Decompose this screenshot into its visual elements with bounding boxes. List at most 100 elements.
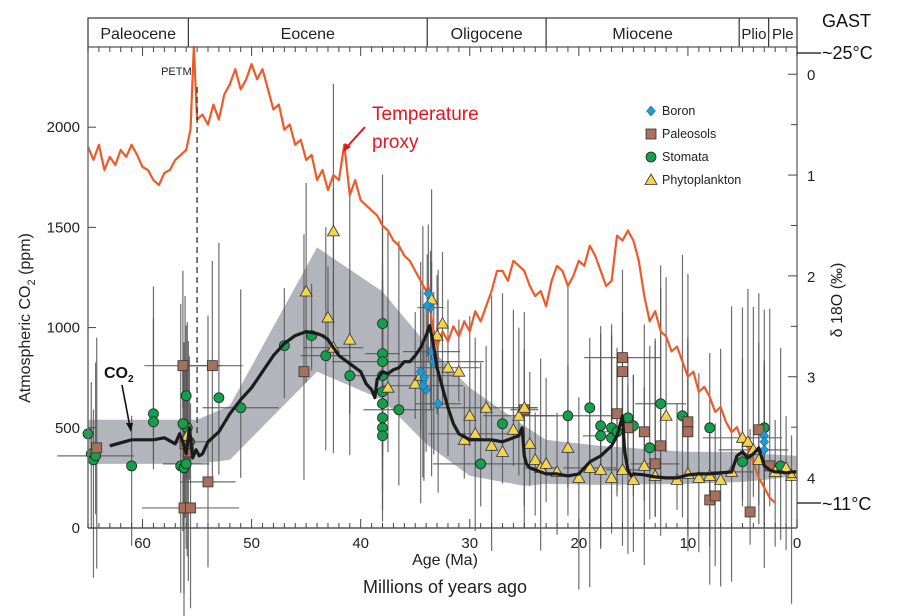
point-phytoplankton — [659, 408, 673, 421]
y-right-tick-label: 4 — [807, 471, 815, 488]
gast-title: GAST — [822, 11, 871, 31]
point-phytoplankton — [506, 422, 521, 435]
point-stomata — [344, 370, 356, 382]
legend: Boron Paleosols Stomata Phytoplankton — [644, 104, 741, 187]
point-paleosols — [91, 442, 103, 454]
temperature-proxy-annotation-line2: proxy — [372, 132, 419, 153]
co2-smoothed-line — [109, 324, 797, 480]
point-paleosols — [298, 366, 310, 378]
x-tick-label: 30 — [461, 535, 478, 552]
epoch-label-miocene: Miocene — [612, 26, 673, 43]
legend-label-stomata: Stomata — [662, 150, 709, 164]
epoch-label-oligocene: Oligocene — [451, 26, 523, 43]
point-phytoplankton — [435, 316, 450, 329]
y-axis-title-text: Atmospheric CO — [17, 285, 34, 402]
point-phytoplankton — [299, 284, 313, 297]
point-stomata — [320, 350, 332, 362]
point-phytoplankton — [561, 441, 575, 453]
temperature-proxy-arrowhead — [343, 143, 351, 152]
point-phytoplankton — [381, 380, 395, 393]
legend-marker-boron — [646, 105, 656, 117]
point-phytoplankton — [528, 453, 542, 465]
point-phytoplankton — [430, 328, 444, 341]
point-stomata — [497, 418, 508, 430]
point-phytoplankton — [615, 463, 630, 475]
point-stomata — [595, 420, 607, 432]
point-boron — [433, 398, 443, 410]
point-boron — [418, 380, 428, 392]
petm-label: PETM — [161, 66, 192, 78]
point-phytoplankton — [604, 471, 619, 483]
point-phytoplankton — [626, 473, 641, 485]
legend-label-boron: Boron — [662, 104, 695, 118]
y-tick-label: 0 — [72, 520, 80, 537]
x-axis-title: Age (Ma) — [412, 552, 478, 569]
point-stomata — [475, 458, 487, 470]
point-phytoplankton — [637, 459, 651, 471]
point-stomata — [393, 404, 405, 416]
x-axis-subtitle: Millions of years ago — [363, 577, 527, 597]
y-tick-label: 2000 — [47, 119, 80, 136]
point-phytoplankton — [343, 332, 357, 345]
point-phytoplankton — [741, 435, 755, 447]
point-stomata — [126, 460, 138, 472]
point-stomata — [177, 418, 189, 430]
gast-low-label: ~11°C — [822, 494, 871, 514]
point-boron — [423, 288, 434, 299]
point-paleosols — [617, 366, 628, 378]
point-phytoplankton — [539, 457, 553, 469]
point-boron — [422, 300, 433, 311]
x-tick-label: 50 — [243, 535, 260, 552]
point-stomata — [377, 412, 388, 424]
point-phytoplankton — [321, 310, 335, 323]
legend-label-phytoplankton: Phytoplankton — [662, 173, 741, 187]
point-phytoplankton — [692, 471, 706, 483]
point-phytoplankton — [495, 445, 510, 457]
point-stomata — [655, 398, 667, 410]
y-axis-title-unit: (ppm) — [17, 233, 34, 279]
point-paleosols — [202, 476, 214, 488]
y-right-tick-label: 1 — [807, 168, 815, 185]
point-stomata — [377, 398, 388, 410]
point-phytoplankton — [593, 463, 608, 475]
point-phytoplankton — [484, 439, 499, 451]
axes — [87, 46, 798, 529]
legend-label-paleosols: Paleosols — [662, 127, 716, 141]
point-stomata — [180, 390, 192, 402]
y-tick-label: 1500 — [47, 219, 80, 236]
point-stomata — [737, 456, 748, 468]
x-tick-label: 10 — [680, 535, 697, 552]
y-right-tick-label: 2 — [807, 269, 815, 286]
temperature-proxy-annotation-line1: Temperature — [372, 104, 479, 125]
y-tick-label: 1000 — [47, 320, 80, 337]
x-tick-label: 20 — [571, 535, 588, 552]
point-stomata — [562, 410, 574, 422]
epoch-label-eocene: Eocene — [281, 26, 335, 43]
epoch-label-ple: Ple — [772, 26, 794, 43]
point-phytoplankton — [523, 437, 537, 449]
co2-arrow — [121, 384, 131, 428]
annotations: Temperature proxy CO2 GAST ~25°C ~11°C — [104, 11, 873, 514]
x-tick-label: 60 — [134, 535, 151, 552]
epoch-bar: Paleocene Eocene Oligocene Miocene Plio Ple — [87, 17, 798, 48]
point-phytoplankton — [441, 360, 455, 373]
point-paleosols — [611, 408, 623, 420]
point-paleosols — [709, 490, 721, 502]
point-paleosols — [638, 426, 650, 438]
point-paleosols — [682, 426, 694, 438]
y-axis-title-subscript: 2 — [26, 279, 38, 285]
y-axis-title: Atmospheric CO2 (ppm) — [17, 233, 38, 403]
y-right-axis-title: δ 18O (‰) — [829, 263, 846, 338]
point-stomata — [595, 430, 607, 442]
point-phytoplankton — [326, 224, 341, 237]
point-paleosols — [655, 440, 667, 452]
point-paleosols — [682, 416, 694, 428]
x-tick-label: 40 — [352, 535, 369, 552]
point-stomata — [644, 442, 656, 454]
point-stomata — [377, 318, 388, 329]
point-paleosols — [753, 424, 765, 436]
gast-high-label: ~25°C — [822, 43, 873, 63]
y-right-tick-label: 0 — [807, 67, 815, 84]
